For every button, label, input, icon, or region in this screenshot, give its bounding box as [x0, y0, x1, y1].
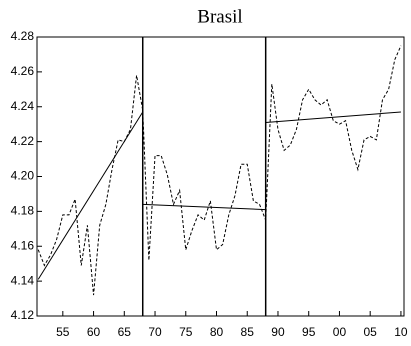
x-tick-label: 95: [302, 325, 316, 339]
y-tick-label: 4.20: [11, 169, 35, 183]
y-tick-label: 4.14: [11, 273, 35, 287]
x-tick-label: 75: [179, 325, 193, 339]
y-tick-label: 4.18: [11, 204, 35, 218]
x-tick-label: 85: [241, 325, 255, 339]
x-tick-label: 55: [56, 325, 70, 339]
x-tick-label: 90: [271, 325, 285, 339]
y-tick-label: 4.26: [11, 64, 35, 78]
x-tick-label: 80: [210, 325, 224, 339]
y-tick-label: 4.24: [11, 99, 35, 113]
data-line: [37, 45, 402, 296]
y-tick-label: 4.28: [11, 29, 35, 43]
y-tick-label: 4.16: [11, 238, 35, 252]
x-tick-label: 65: [118, 325, 132, 339]
trend-line: [37, 111, 144, 280]
y-tick-label: 4.12: [11, 308, 35, 322]
trend-line: [265, 111, 401, 123]
x-tick-label: 60: [87, 325, 101, 339]
x-tick-label: 10: [394, 325, 408, 339]
x-tick-label: 70: [148, 325, 162, 339]
trend-line: [142, 203, 266, 211]
chart-title: Brasil: [197, 6, 242, 27]
y-tick-label: 4.22: [11, 134, 35, 148]
x-tick-label: 05: [364, 325, 378, 339]
x-tick-label: 00: [333, 325, 347, 339]
